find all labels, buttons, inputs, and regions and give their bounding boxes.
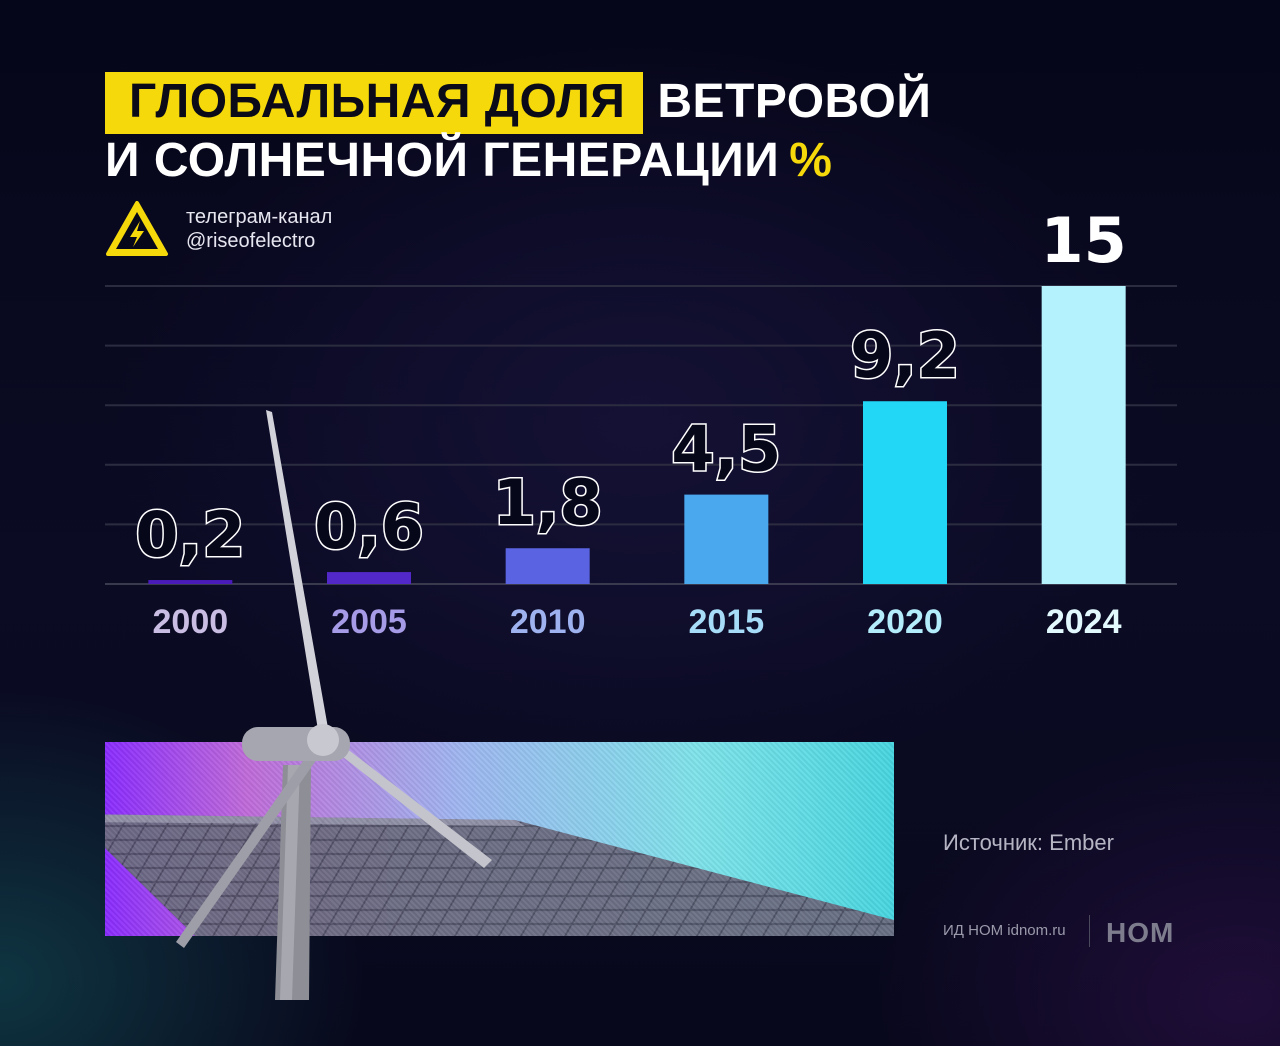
bar-2000 [148, 580, 233, 584]
title-line-2: И СОЛНЕЧНОЙ ГЕНЕРАЦИИ% [105, 137, 832, 185]
x-tick-label-2015: 2015 [689, 603, 765, 641]
value-label-2024: 15 [1041, 204, 1127, 277]
bar-2015 [684, 494, 769, 584]
bar-2005 [327, 572, 411, 584]
value-label-2005: 0,6 [314, 490, 424, 563]
title-highlight: ГЛОБАЛЬНАЯ ДОЛЯ [105, 72, 644, 134]
bar-2024 [1041, 286, 1126, 584]
title-unit: % [789, 134, 833, 187]
publisher-link[interactable]: ИД НОМ idnom.ru [943, 922, 1066, 939]
x-tick-label-2024: 2024 [1046, 603, 1122, 641]
value-label-2020: 9,2 [850, 319, 960, 392]
title-line-1: ГЛОБАЛЬНАЯ ДОЛЯ ВЕТРОВОЙ [105, 72, 931, 134]
bar-2010 [505, 548, 590, 584]
value-label-2010: 1,8 [493, 466, 603, 539]
publisher-logo: НОМ [1106, 917, 1175, 948]
value-label-2000: 0,2 [135, 498, 245, 571]
footer-divider [1089, 915, 1090, 947]
turbine-hub [307, 724, 339, 756]
x-tick-label-2000: 2000 [153, 603, 229, 641]
high-voltage-warning-icon [106, 201, 168, 256]
bar-2020 [863, 401, 947, 584]
title-line-2-text: И СОЛНЕЧНОЙ ГЕНЕРАЦИИ [105, 134, 780, 187]
source-note: Источник: Ember [943, 830, 1114, 855]
value-label-2015: 4,5 [671, 413, 781, 486]
channel-label: телеграм-канал [186, 206, 333, 228]
turbine-blade [324, 738, 492, 868]
turbine-blade [266, 410, 328, 730]
channel-handle[interactable]: @riseofelectro [186, 230, 316, 252]
x-tick-label-2005: 2005 [331, 603, 407, 641]
solar-panel-photo [105, 742, 894, 936]
channel-info: телеграм-канал @riseofelectro [186, 205, 332, 253]
turbine-blade [176, 748, 322, 948]
title-line-1-rest: ВЕТРОВОЙ [657, 75, 932, 128]
x-tick-label-2010: 2010 [510, 603, 586, 641]
x-tick-label-2020: 2020 [867, 603, 943, 641]
